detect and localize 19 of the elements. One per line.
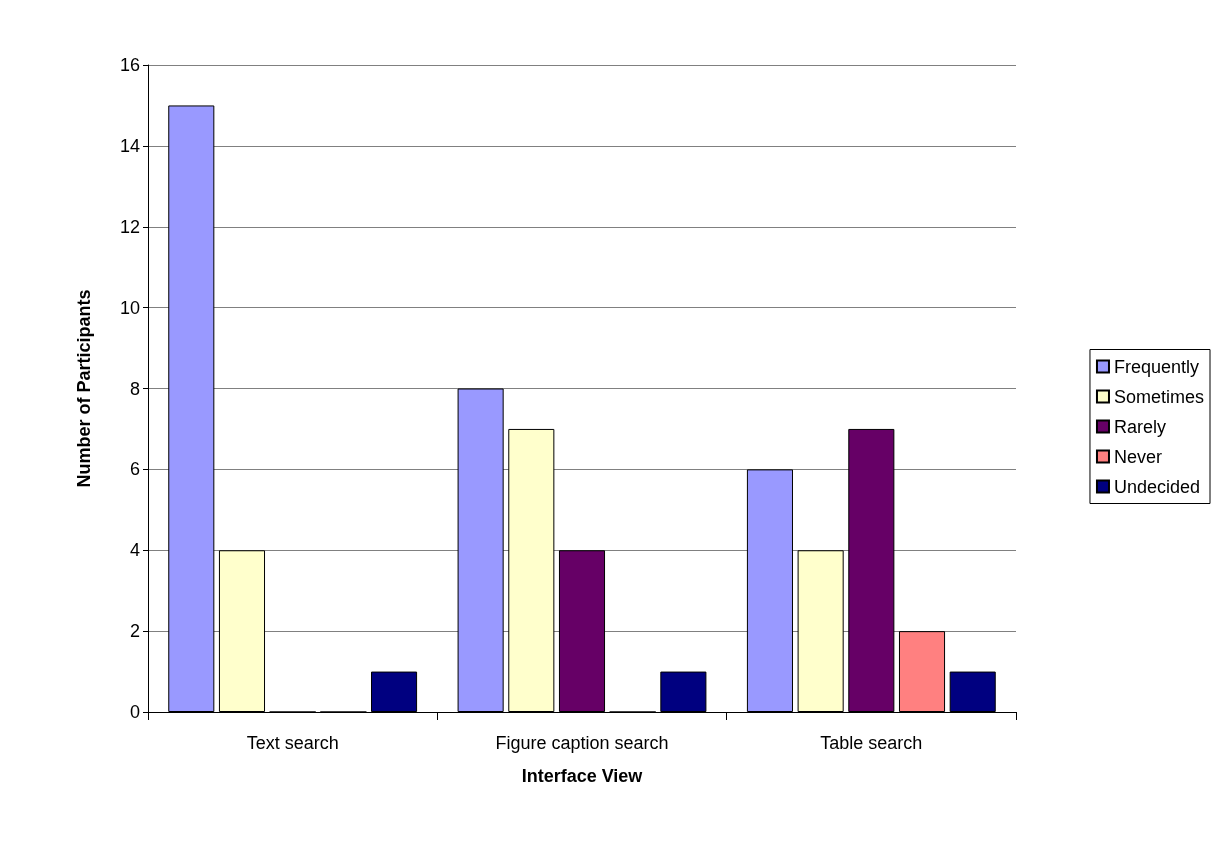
y-tick-label: 0: [129, 702, 140, 722]
legend-label: Never: [1113, 446, 1162, 467]
x-tick-label: Text search: [246, 733, 339, 753]
y-tick-label: 8: [129, 378, 140, 399]
x-tick-label: Table search: [820, 733, 923, 753]
x-tick-label: Figure caption search: [495, 733, 669, 753]
y-tick-label: 10: [119, 297, 140, 318]
y-tick-label: 14: [119, 135, 140, 156]
y-tick-label: 2: [129, 621, 140, 642]
y-tick-label: 4: [129, 540, 140, 561]
legend-label: Rarely: [1113, 416, 1166, 437]
y-tick-label: 6: [129, 459, 140, 480]
legend-label: Frequently: [1113, 356, 1200, 377]
y-tick-label: 12: [119, 216, 140, 237]
x-axis-title: Interface View: [521, 766, 644, 786]
y-tick-label: 16: [119, 55, 140, 75]
legend-label: Undecided: [1113, 476, 1201, 497]
legend-label: Sometimes: [1113, 386, 1204, 407]
y-axis-title: Number of Participants: [74, 289, 94, 488]
